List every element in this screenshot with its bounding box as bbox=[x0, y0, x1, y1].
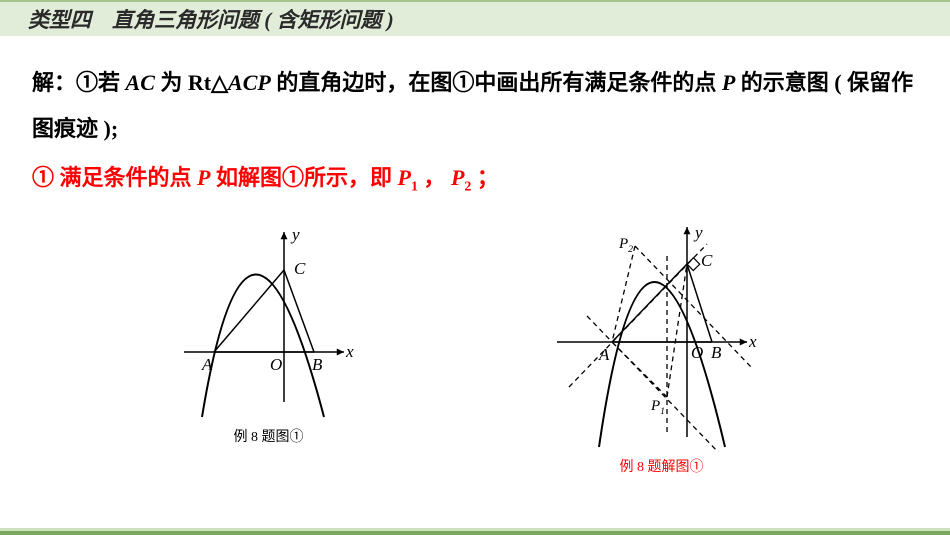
svg-text:B: B bbox=[312, 355, 323, 374]
content-area: 解：①若 AC 为 Rt△ACP 的直角边时，在图①中画出所有满足条件的点 P … bbox=[0, 36, 950, 476]
svg-text:C: C bbox=[294, 259, 306, 278]
p1: P bbox=[397, 165, 410, 190]
t: 的直角边时，在图①中画出所有满足条件的点 bbox=[271, 70, 722, 95]
svg-text:x: x bbox=[345, 342, 354, 361]
t: 为 Rt△ bbox=[155, 70, 228, 95]
t: 如解图①所示，即 bbox=[210, 165, 397, 190]
header-title: 类型四 直角三角形问题 ( 含矩形问题 ) bbox=[28, 4, 394, 34]
figures-row: AOBCxy 例 8 题图① AOBCP1P2xy 例 8 题解图① bbox=[32, 222, 918, 476]
problem-line: 解：①若 AC 为 Rt△ACP 的直角边时，在图①中画出所有满足条件的点 P … bbox=[32, 60, 918, 152]
diagram-left: A O B Cx y bbox=[174, 222, 364, 422]
t: ① 满足条件的点 bbox=[32, 165, 197, 190]
t: 解：①若 bbox=[32, 70, 126, 95]
ac: AC bbox=[126, 70, 155, 95]
answer-line: ① 满足条件的点 P 如解图①所示，即 P1 ， P2 ； bbox=[32, 156, 918, 201]
t: ； bbox=[471, 165, 499, 190]
t: ， bbox=[418, 165, 451, 190]
p2: P bbox=[451, 165, 464, 190]
svg-text:O: O bbox=[691, 343, 703, 362]
svg-text:O: O bbox=[270, 355, 282, 374]
svg-text:C: C bbox=[701, 251, 713, 270]
svg-text:x: x bbox=[748, 332, 757, 351]
acp: ACP bbox=[228, 70, 271, 95]
svg-text:B: B bbox=[711, 343, 722, 362]
svg-text:A: A bbox=[201, 355, 213, 374]
figure-right: A OB C P1 P2 x y 例 8 题解图① bbox=[547, 222, 777, 476]
s1: 1 bbox=[411, 180, 418, 195]
page-header: 类型四 直角三角形问题 ( 含矩形问题 ) bbox=[0, 0, 950, 36]
figure-left: A O B Cx y 例 8 题图① bbox=[174, 222, 364, 476]
svg-text:y: y bbox=[290, 225, 300, 244]
svg-text:y: y bbox=[693, 223, 703, 242]
diagram-right: A OB C P1 P2 x y bbox=[547, 222, 777, 452]
svg-text:A: A bbox=[598, 345, 610, 364]
p: P bbox=[197, 165, 210, 190]
p: P bbox=[722, 70, 735, 95]
caption-left: 例 8 题图① bbox=[234, 426, 304, 446]
svg-text:P1: P1 bbox=[650, 398, 665, 417]
svg-text:P2: P2 bbox=[618, 236, 633, 255]
caption-right: 例 8 题解图① bbox=[620, 456, 704, 476]
footer-bar bbox=[0, 528, 950, 535]
